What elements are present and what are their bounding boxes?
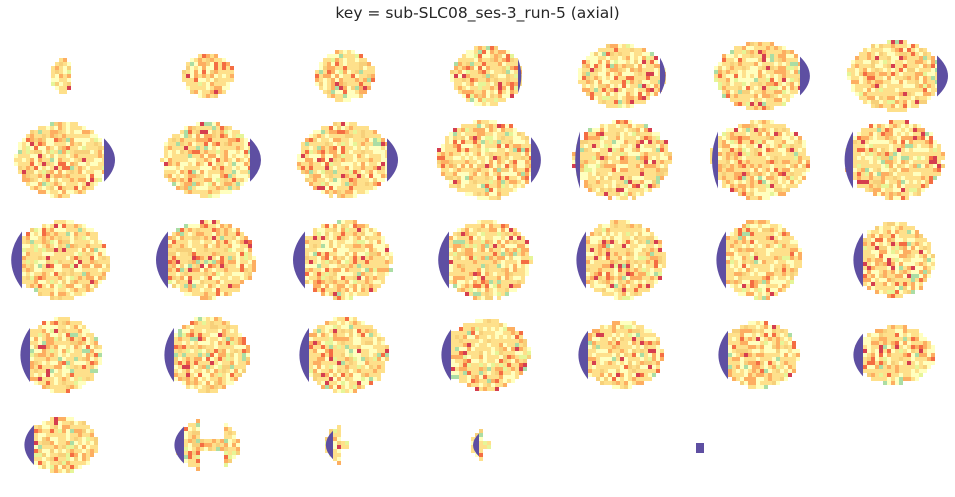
- mask-region: [696, 443, 704, 453]
- mask-region: [716, 231, 726, 289]
- axial-slice: [437, 120, 541, 200]
- mask-region: [844, 131, 853, 189]
- mask-region: [578, 330, 588, 380]
- axial-slice: [160, 122, 261, 198]
- mask-region: [576, 231, 586, 289]
- mask-region: [575, 131, 580, 189]
- axial-slice: [156, 220, 256, 300]
- axial-slice: [572, 120, 672, 200]
- axial-slice: [718, 321, 800, 389]
- axial-slice: [11, 220, 110, 300]
- axial-slice: [24, 417, 98, 473]
- mask-region: [299, 327, 309, 383]
- mask-region: [853, 232, 863, 288]
- axial-slice: [853, 222, 935, 298]
- axial-slice: [441, 319, 531, 391]
- axial-slice: [471, 429, 491, 461]
- axial-slice: [14, 122, 115, 198]
- mask-region: [660, 57, 666, 95]
- mask-region: [24, 425, 34, 465]
- axial-slice: [164, 317, 250, 393]
- mask-region: [518, 58, 522, 94]
- axial-slice: [297, 122, 398, 198]
- axial-slice: [174, 419, 240, 471]
- axial-slice: [714, 42, 810, 110]
- axial-slice: [299, 317, 389, 393]
- mask-region: [20, 327, 30, 383]
- mask-region: [531, 137, 541, 183]
- mask-region: [853, 333, 863, 377]
- axial-slice: [853, 325, 935, 385]
- mask-region: [156, 231, 168, 289]
- axial-slice: [578, 321, 664, 389]
- axial-slice: [844, 120, 945, 200]
- axial-slice: [696, 443, 704, 453]
- mask-region: [937, 55, 948, 97]
- mask-region: [164, 327, 174, 383]
- mask-region: [441, 329, 451, 381]
- mask-region: [104, 138, 115, 182]
- mask-region: [325, 430, 333, 460]
- axial-slice: [325, 425, 349, 465]
- axial-slice: [576, 220, 666, 300]
- mask-region: [174, 426, 184, 464]
- axial-slice: [20, 317, 102, 393]
- axial-slice: [438, 220, 533, 300]
- mask-region: [293, 231, 305, 289]
- axial-slice: [51, 58, 71, 94]
- axial-slice: [315, 50, 375, 102]
- mask-region: [800, 56, 810, 96]
- mask-region: [712, 131, 718, 189]
- mask-region: [250, 138, 261, 182]
- mask-region: [387, 138, 398, 182]
- mask-region: [718, 330, 728, 380]
- axial-slice: [182, 54, 234, 98]
- axial-slice: [578, 44, 666, 108]
- mask-region: [473, 433, 479, 457]
- axial-slice: [293, 220, 393, 300]
- axial-slice: [450, 46, 522, 106]
- figure-title: key = sub-SLC08_ses-3_run-5 (axial): [335, 4, 620, 22]
- mask-region: [438, 231, 449, 289]
- mask-region: [11, 231, 22, 289]
- axial-slice: [716, 220, 802, 300]
- axial-slice: [847, 40, 948, 112]
- axial-slice: [710, 120, 810, 200]
